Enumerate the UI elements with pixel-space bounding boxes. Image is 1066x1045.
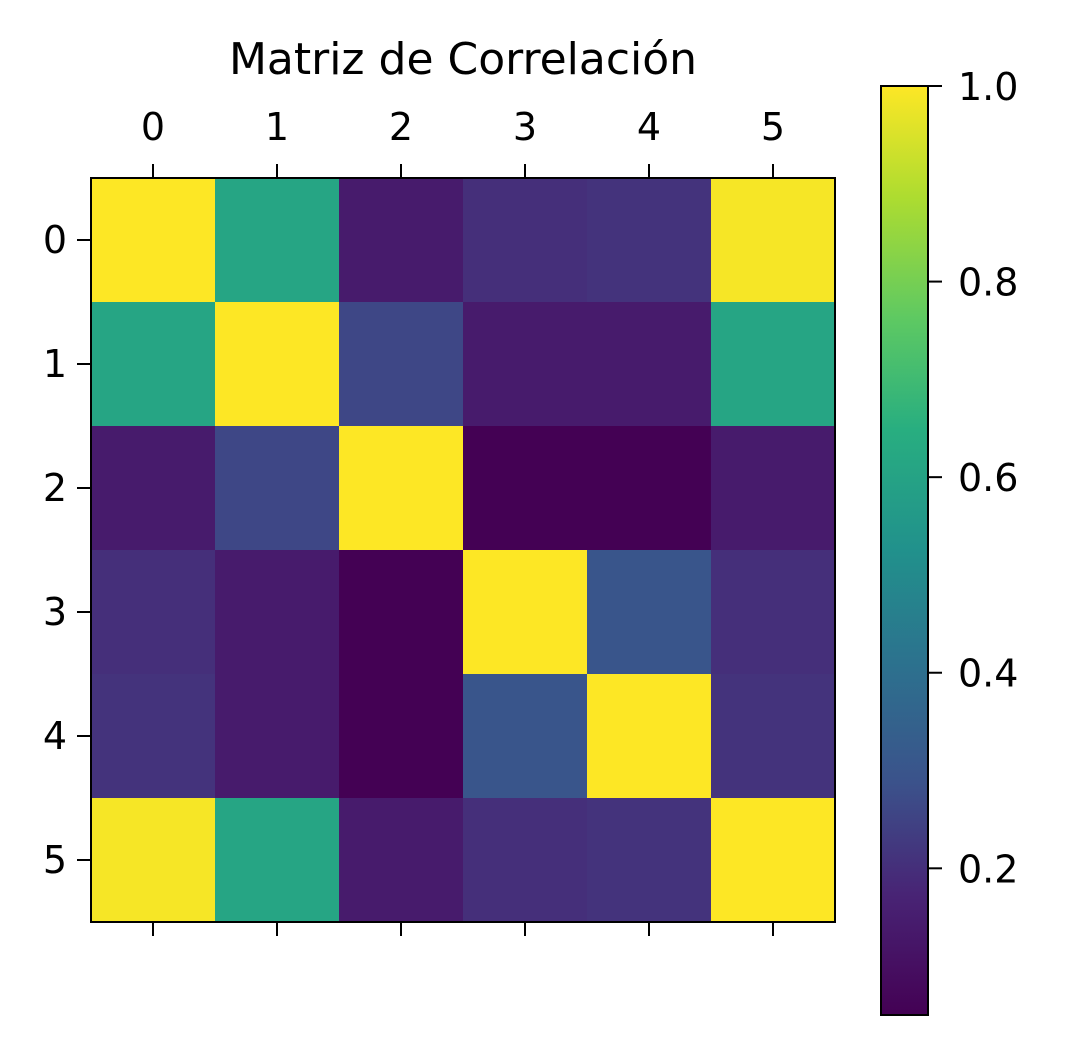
heatmap-cell-1-3 (463, 302, 588, 427)
x-tick-label: 0 (141, 105, 165, 149)
colorbar-gradient (880, 85, 929, 1016)
heatmap-cell-0-4 (587, 178, 712, 303)
colorbar-tick-label: 1.0 (958, 65, 1018, 109)
heatmap-cell-5-2 (339, 798, 464, 923)
heatmap-cell-2-5 (711, 426, 836, 551)
colorbar-tick-label: 0.4 (958, 652, 1018, 696)
heatmap-cell-1-1 (215, 302, 340, 427)
y-tick-label: 3 (43, 590, 67, 634)
heatmap-cell-0-0 (91, 178, 216, 303)
heatmap-cell-3-1 (215, 550, 340, 675)
heatmap-cell-2-4 (587, 426, 712, 551)
y-tick-label: 4 (43, 714, 67, 758)
colorbar-tick-label: 0.2 (958, 847, 1018, 891)
heatmap-cell-2-3 (463, 426, 588, 551)
heatmap-cell-4-1 (215, 674, 340, 799)
colorbar-tick-label: 0.6 (958, 456, 1018, 500)
heatmap-cell-1-4 (587, 302, 712, 427)
heatmap-cell-0-5 (711, 178, 836, 303)
heatmap-cell-4-3 (463, 674, 588, 799)
heatmap-cell-3-0 (91, 550, 216, 675)
heatmap-cell-4-5 (711, 674, 836, 799)
heatmap-cell-5-3 (463, 798, 588, 923)
heatmap-cell-2-2 (339, 426, 464, 551)
y-tick-label: 1 (43, 342, 67, 386)
heatmap-cell-2-1 (215, 426, 340, 551)
colorbar: 0.2 0.4 0.6 0.8 1.0 (880, 65, 1018, 1016)
y-axis-ticks: 0 1 2 3 4 5 (43, 218, 91, 882)
heatmap-cell-1-0 (91, 302, 216, 427)
plot-frame (90, 177, 836, 923)
heatmap-cell-1-5 (711, 302, 836, 427)
y-tick-label: 0 (43, 218, 67, 262)
heatmap-cell-4-0 (91, 674, 216, 799)
heatmap-cell-2-0 (91, 426, 216, 551)
heatmap-cell-1-2 (339, 302, 464, 427)
heatmap-cell-5-5 (711, 798, 836, 923)
heatmap-cell-3-2 (339, 550, 464, 675)
x-tick-label: 2 (389, 105, 413, 149)
heatmap-cells (91, 178, 836, 923)
chart-title: Matriz de Correlación (229, 34, 697, 85)
heatmap-cell-0-1 (215, 178, 340, 303)
x-axis-ticks: 0 1 2 3 4 5 (141, 105, 785, 936)
heatmap-cell-0-3 (463, 178, 588, 303)
heatmap-cell-3-3 (463, 550, 588, 675)
y-tick-label: 5 (43, 838, 67, 882)
heatmap-cell-5-1 (215, 798, 340, 923)
heatmap-cell-3-4 (587, 550, 712, 675)
x-tick-label: 1 (265, 105, 289, 149)
heatmap-cell-5-4 (587, 798, 712, 923)
heatmap-cell-4-2 (339, 674, 464, 799)
heatmap-cell-0-2 (339, 178, 464, 303)
heatmap-cell-3-5 (711, 550, 836, 675)
x-tick-label: 5 (761, 105, 785, 149)
colorbar-tick-label: 0.8 (958, 261, 1018, 305)
heatmap-cell-5-0 (91, 798, 216, 923)
x-tick-label: 4 (637, 105, 661, 149)
y-tick-label: 2 (43, 466, 67, 510)
x-tick-label: 3 (513, 105, 537, 149)
heatmap-cell-4-4 (587, 674, 712, 799)
